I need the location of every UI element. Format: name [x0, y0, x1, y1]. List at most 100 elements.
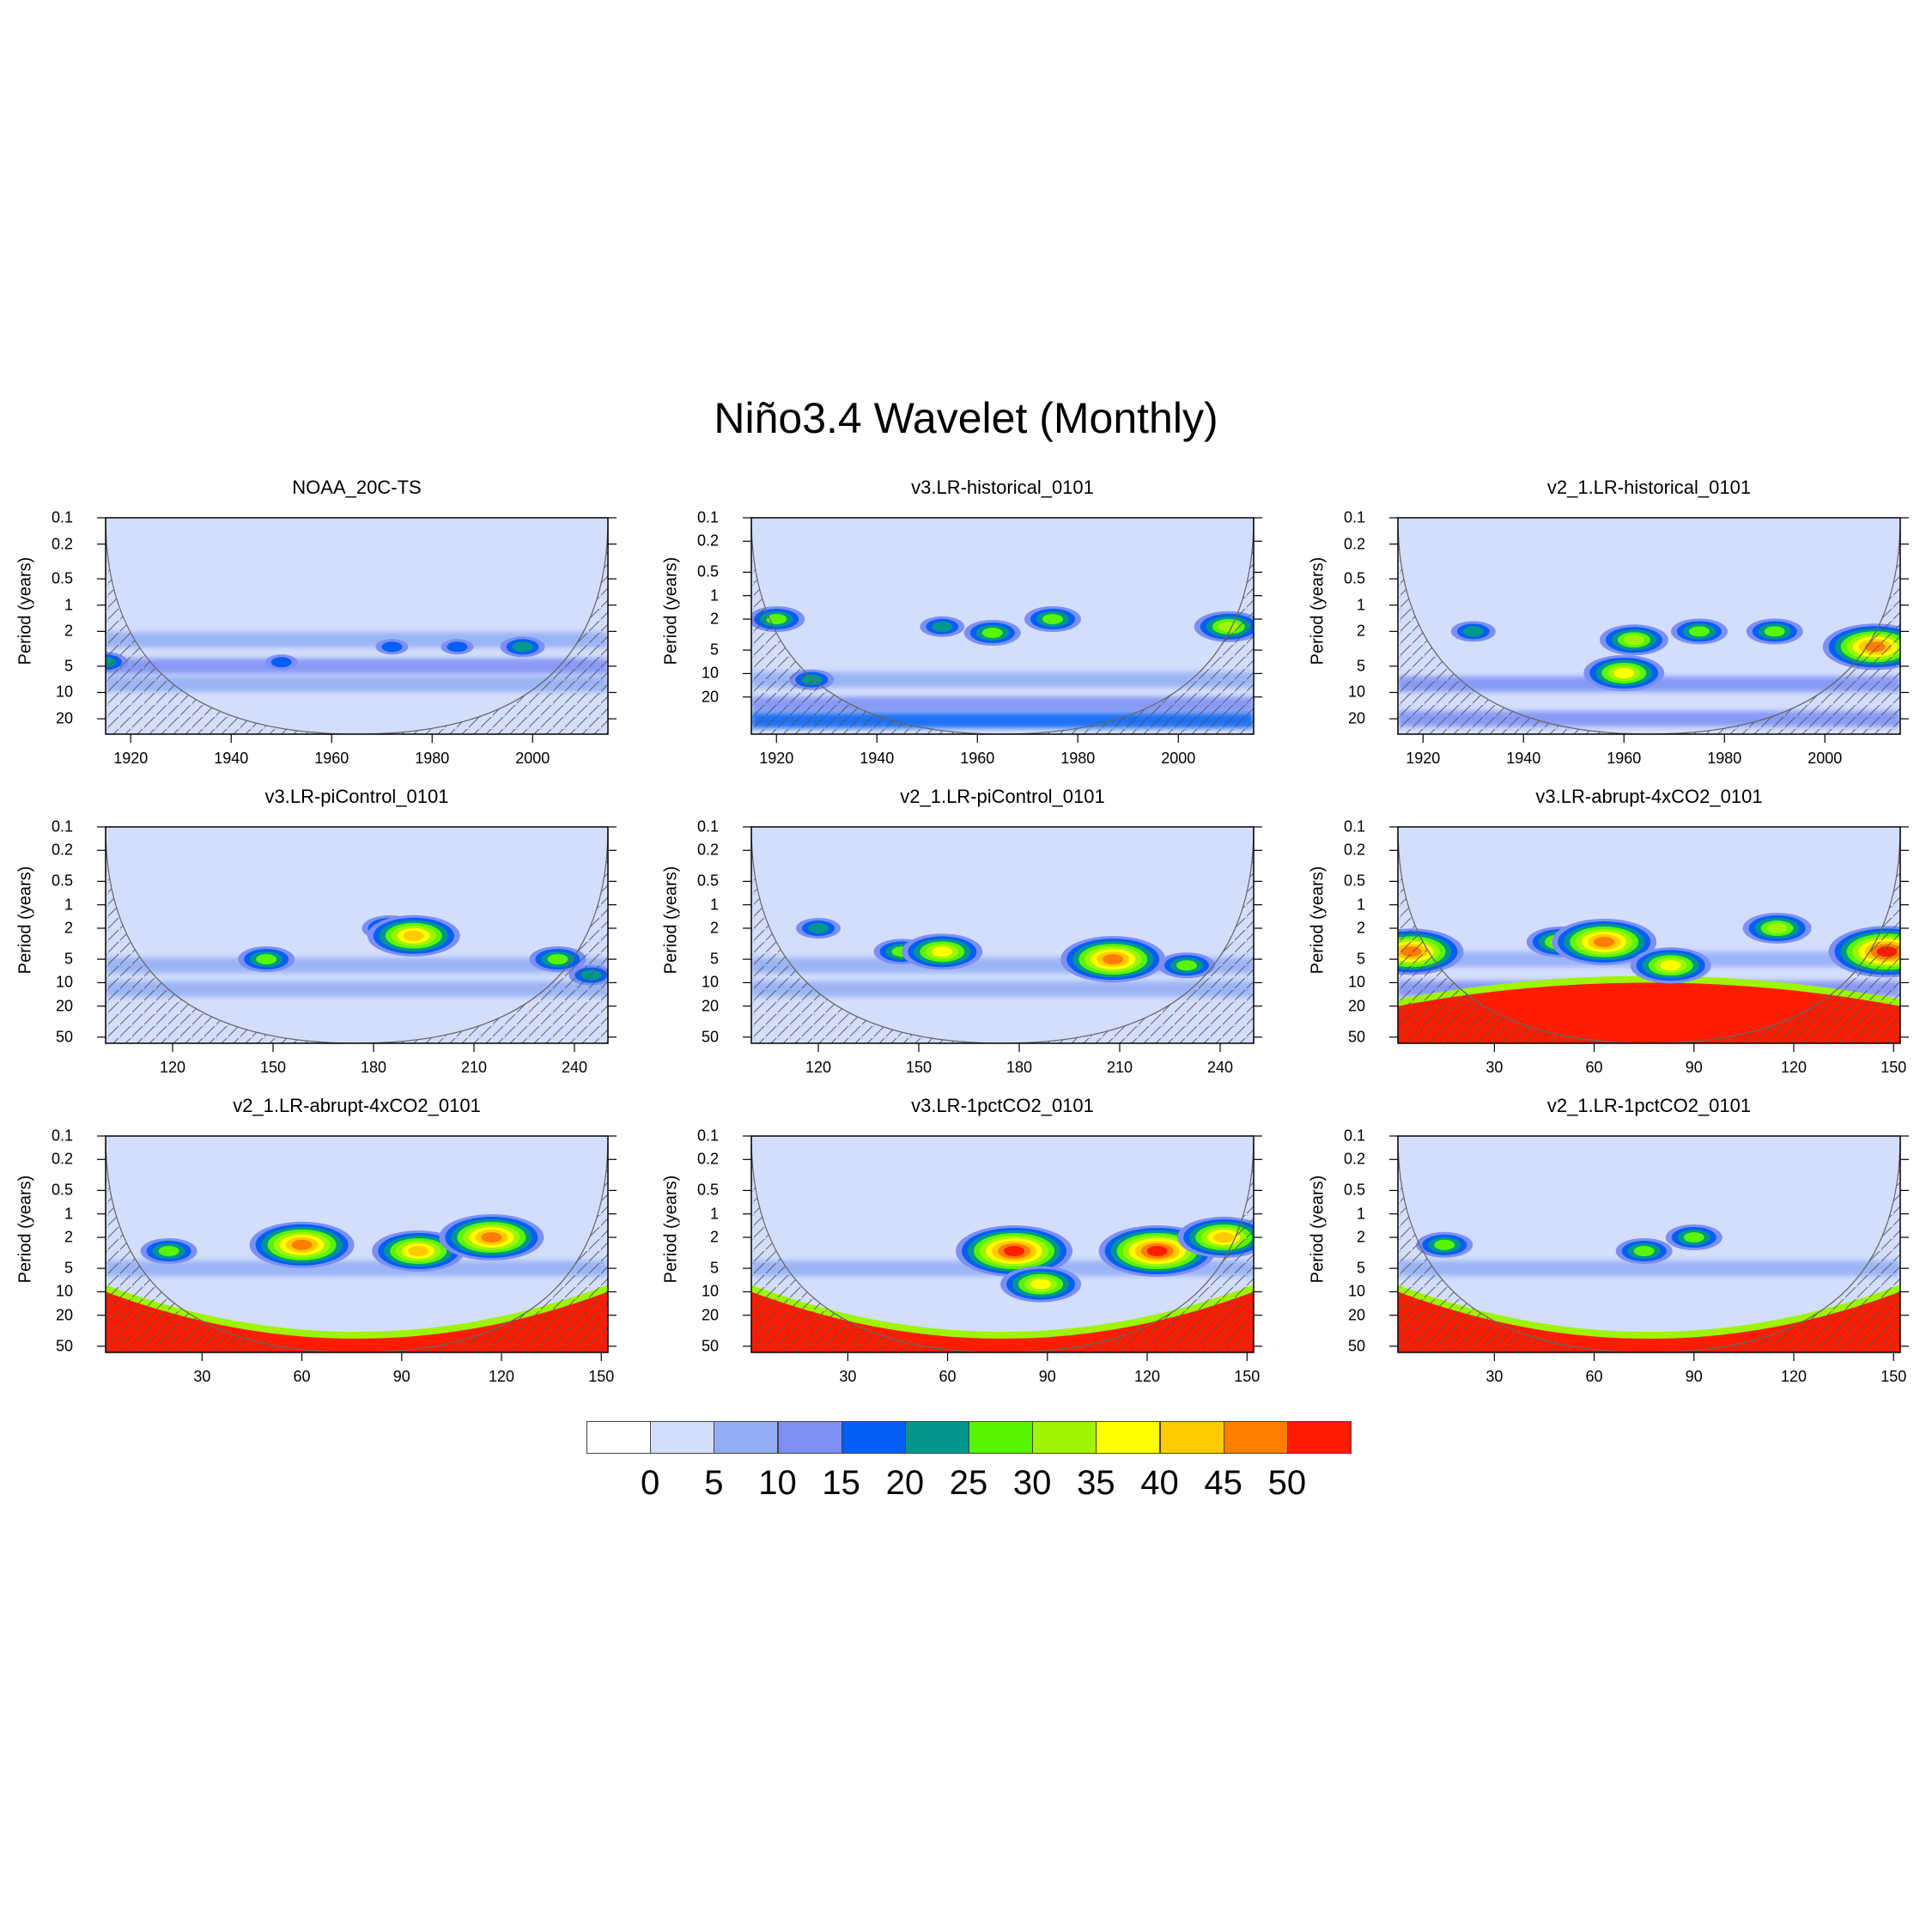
- power-blob: [1764, 626, 1785, 637]
- y-tick-label: 2: [709, 1228, 719, 1246]
- y-tick-label: 10: [1347, 1282, 1365, 1300]
- x-tick-label: 1920: [113, 750, 149, 767]
- y-tick-label: 0.5: [696, 562, 719, 580]
- colorbar-label: 20: [885, 1464, 925, 1502]
- plot-frame: [750, 1135, 1255, 1353]
- y-tick-label: 5: [709, 641, 719, 659]
- power-band: [106, 632, 608, 648]
- y-tick-label: 0.2: [696, 532, 719, 550]
- y-tick-label: 0.1: [696, 508, 719, 526]
- wavelet-panel: v2_1.LR-piControl_0101 Period (years) 0.1 0…: [646, 786, 1291, 1093]
- power-blob: [291, 1239, 313, 1250]
- power-blob: [1030, 1279, 1052, 1290]
- y-tick-label: 2: [709, 610, 719, 628]
- colorbar-swatch: [650, 1421, 715, 1454]
- y-tick-label: 5: [64, 1259, 73, 1277]
- x-tick-label: 90: [392, 1368, 410, 1385]
- x-tick-label: 1980: [1060, 750, 1096, 767]
- power-blob: [381, 641, 403, 653]
- power-blob: [512, 641, 533, 653]
- y-tick-label: 2: [1356, 919, 1365, 937]
- colorbar-label: 15: [822, 1464, 860, 1502]
- panel-title: v2_1.LR-piControl_0101: [900, 786, 1105, 807]
- y-tick-label: 1: [1356, 596, 1365, 614]
- cone-of-influence-hatch: [751, 827, 1254, 1043]
- power-blob: [932, 621, 953, 632]
- y-tick-label: 10: [55, 1282, 73, 1300]
- plot-frame: [1397, 517, 1901, 735]
- y-tick-label: 1: [64, 596, 73, 614]
- power-blob: [981, 627, 1003, 638]
- y-tick-label: 20: [701, 688, 719, 706]
- colorbar-swatch: [714, 1421, 779, 1454]
- panel-title: v2_1.LR-1pctCO2_0101: [1546, 1095, 1752, 1116]
- wavelet-plot: [743, 1135, 1262, 1361]
- plot-frame: [1397, 826, 1901, 1044]
- cone-of-influence-line: [106, 827, 608, 1043]
- y-tick-label: 0.2: [696, 1150, 719, 1168]
- colorbar-swatch: [1096, 1421, 1161, 1454]
- y-tick-label: 2: [64, 919, 73, 937]
- cone-of-influence-line: [751, 518, 1254, 734]
- y-tick-label: 0.5: [1343, 1181, 1365, 1199]
- cone-of-influence-hatch: [106, 1136, 608, 1352]
- y-tick-label: 0.1: [696, 1127, 719, 1145]
- y-tick-label: 0.2: [1343, 535, 1365, 553]
- y-tick-label: 50: [1347, 1337, 1365, 1355]
- y-tick-label: 0.1: [1343, 1127, 1365, 1145]
- power-band: [106, 957, 608, 974]
- y-tick-label: 1: [709, 896, 719, 914]
- colorbar-swatch: [1032, 1421, 1097, 1454]
- power-blob: [270, 657, 292, 668]
- panel-title: v3.LR-1pctCO2_0101: [911, 1095, 1094, 1116]
- power-blob: [1683, 1232, 1704, 1243]
- x-tick-label: 1920: [759, 750, 794, 767]
- colorbar-label: 25: [949, 1464, 988, 1502]
- y-tick-label: 1: [64, 896, 73, 914]
- colorbar-swatch: [1159, 1421, 1224, 1454]
- y-tick-label: 0.2: [51, 1150, 73, 1168]
- y-tick-label: 5: [64, 950, 73, 968]
- y-tick-label: 10: [55, 973, 73, 991]
- cone-of-influence-hatch: [751, 1136, 1254, 1352]
- cone-of-influence-line: [751, 1136, 1254, 1352]
- power-band: [106, 658, 608, 674]
- panel-title: v2_1.LR-abrupt-4xCO2_0101: [233, 1095, 481, 1116]
- colorbar-label: 5: [704, 1464, 724, 1502]
- power-blob: [808, 923, 829, 934]
- power-blob: [1462, 626, 1484, 637]
- power-blob: [547, 954, 568, 965]
- y-tick-label: 0.1: [1343, 817, 1365, 835]
- power-blob: [1766, 923, 1788, 934]
- plot-frame: [1397, 1135, 1901, 1353]
- x-tick-label: 120: [1780, 1368, 1807, 1385]
- plot-frame: [105, 1135, 609, 1353]
- power-blob: [1434, 1239, 1455, 1250]
- y-tick-label: 2: [1356, 1228, 1365, 1246]
- power-band: [751, 696, 1254, 713]
- plot-frame: [750, 517, 1255, 735]
- colorbar: 0 5 10 15 20 25 30 35 40 45 50: [586, 1421, 1352, 1502]
- x-tick-label: 240: [1206, 1059, 1234, 1076]
- x-tick-label: 240: [561, 1059, 588, 1076]
- power-blob: [1103, 954, 1124, 965]
- x-tick-label: 150: [1234, 1368, 1261, 1385]
- plot-frame: [105, 517, 609, 735]
- power-blob: [1613, 667, 1635, 678]
- y-tick-label: 0.1: [51, 508, 73, 526]
- cone-of-influence-hatch: [751, 518, 1254, 734]
- wavelet-plot: [97, 826, 617, 1052]
- power-band: [106, 676, 608, 692]
- panel-title: v3.LR-piControl_0101: [264, 786, 449, 807]
- x-tick-label: 1940: [214, 750, 249, 767]
- y-tick-label: 0.5: [1343, 569, 1365, 587]
- colorbar-swatch: [1286, 1421, 1352, 1454]
- wavelet-panel: v3.LR-piControl_0101 Period (years) 0.1 0.2…: [0, 786, 646, 1093]
- y-tick-label: 5: [64, 657, 73, 675]
- x-tick-label: 1920: [1406, 750, 1441, 767]
- x-tick-label: 120: [488, 1368, 515, 1385]
- x-tick-label: 210: [1106, 1059, 1133, 1076]
- colorbar-label: 40: [1140, 1464, 1179, 1502]
- y-tick-label: 5: [1356, 950, 1365, 968]
- y-tick-label: 1: [709, 1205, 719, 1223]
